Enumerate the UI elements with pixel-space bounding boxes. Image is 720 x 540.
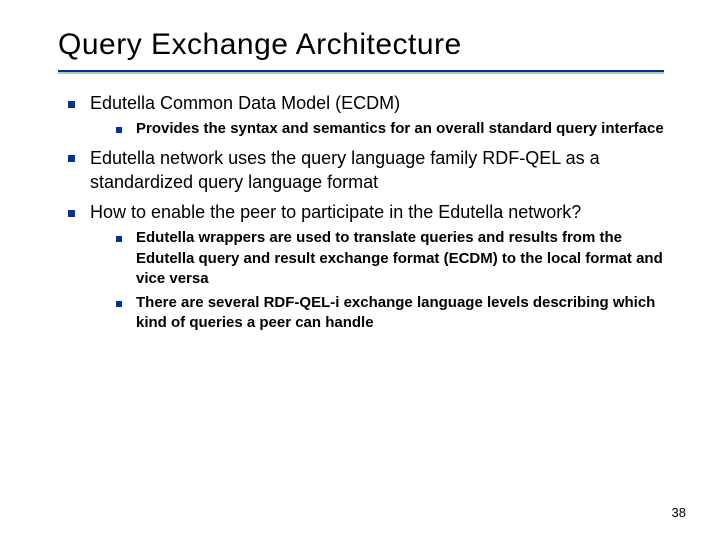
sublist: Edutella wrappers are used to translate … [90, 228, 684, 333]
list-item: Edutella network uses the query language… [68, 146, 684, 195]
list-item-text: Edutella network uses the query language… [90, 148, 600, 192]
list-item-text: How to enable the peer to participate in… [90, 202, 581, 222]
rule-line [58, 70, 664, 72]
page-number: 38 [672, 505, 686, 520]
slide: Query Exchange Architecture Edutella Com… [0, 0, 720, 540]
rule-shadow [58, 72, 664, 74]
list-item: Edutella Common Data Model (ECDM) Provid… [68, 91, 684, 140]
slide-title: Query Exchange Architecture [58, 28, 684, 61]
list-item-text: There are several RDF-QEL-i exchange lan… [136, 294, 655, 331]
title-rule [58, 69, 684, 75]
list-item: How to enable the peer to participate in… [68, 200, 684, 334]
list-item-text: Provides the syntax and semantics for an… [136, 120, 664, 137]
bullet-list: Edutella Common Data Model (ECDM) Provid… [58, 91, 684, 334]
list-item: Provides the syntax and semantics for an… [116, 119, 684, 139]
list-item: Edutella wrappers are used to translate … [116, 228, 684, 289]
list-item-text: Edutella wrappers are used to translate … [136, 229, 663, 287]
sublist: Provides the syntax and semantics for an… [90, 119, 684, 139]
list-item-text: Edutella Common Data Model (ECDM) [90, 93, 400, 113]
list-item: There are several RDF-QEL-i exchange lan… [116, 293, 684, 334]
